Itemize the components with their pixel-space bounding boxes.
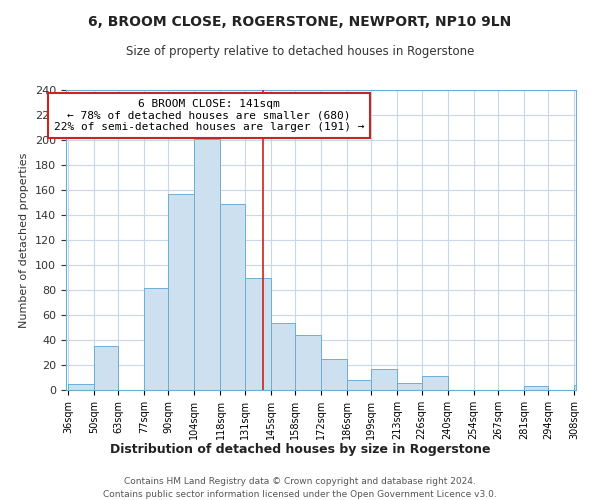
Bar xyxy=(194,138,220,390)
Bar xyxy=(94,346,118,390)
Bar xyxy=(220,204,245,390)
Text: 6 BROOM CLOSE: 141sqm
← 78% of detached houses are smaller (680)
22% of semi-det: 6 BROOM CLOSE: 141sqm ← 78% of detached … xyxy=(53,99,364,132)
Y-axis label: Number of detached properties: Number of detached properties xyxy=(19,152,29,328)
Text: Contains HM Land Registry data © Crown copyright and database right 2024.: Contains HM Land Registry data © Crown c… xyxy=(124,478,476,486)
Text: Distribution of detached houses by size in Rogerstone: Distribution of detached houses by size … xyxy=(110,442,490,456)
Bar xyxy=(295,335,321,390)
Bar xyxy=(574,385,600,390)
Text: Contains public sector information licensed under the Open Government Licence v3: Contains public sector information licen… xyxy=(103,490,497,499)
Text: 6, BROOM CLOSE, ROGERSTONE, NEWPORT, NP10 9LN: 6, BROOM CLOSE, ROGERSTONE, NEWPORT, NP1… xyxy=(88,15,512,29)
Bar xyxy=(245,278,271,390)
Bar xyxy=(524,386,548,390)
Bar xyxy=(169,194,194,390)
Bar xyxy=(371,369,397,390)
Bar xyxy=(397,382,422,390)
Bar xyxy=(321,359,347,390)
Bar xyxy=(144,288,169,390)
Bar xyxy=(347,380,371,390)
Bar xyxy=(68,384,94,390)
Text: Size of property relative to detached houses in Rogerstone: Size of property relative to detached ho… xyxy=(126,45,474,58)
Bar xyxy=(271,322,295,390)
Bar xyxy=(422,376,448,390)
